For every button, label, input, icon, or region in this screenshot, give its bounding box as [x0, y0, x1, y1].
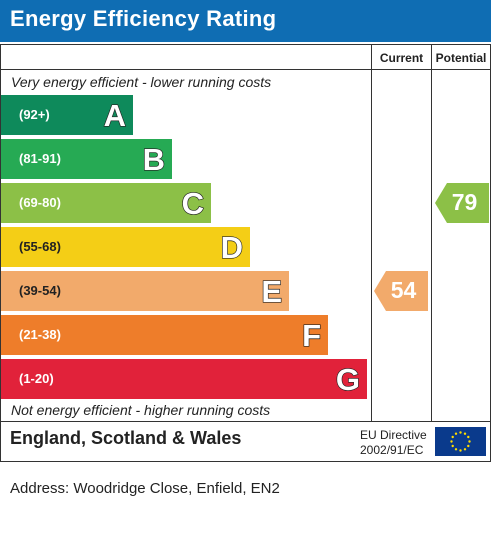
eu-star-icon: [451, 435, 454, 439]
band-c: (69-80) C: [1, 183, 211, 223]
eu-star-icon: [468, 440, 471, 443]
band-g: (1-20) G: [1, 359, 367, 399]
band-range-label: (81-91): [19, 151, 61, 166]
current-column-divider: [371, 45, 372, 421]
band-range-label: (1-20): [19, 371, 54, 386]
eu-star-icon: [467, 444, 470, 448]
band-letter: C: [181, 185, 205, 221]
property-address: Address: Woodridge Close, Enfield, EN2: [10, 480, 280, 497]
band-range-label: (21-38): [19, 327, 61, 342]
band-f: (21-38) F: [1, 315, 328, 355]
current-rating-arrow: 54: [374, 271, 428, 311]
potential-rating-arrow-shape: [435, 183, 489, 223]
band-letter: D: [220, 229, 244, 265]
bottom-note: Not energy efficient - higher running co…: [11, 402, 271, 418]
band-a: (92+) A: [1, 95, 133, 135]
top-note: Very energy efficient - lower running co…: [11, 74, 272, 90]
band-e: (39-54) E: [1, 271, 289, 311]
current-column-header: Current: [379, 51, 424, 65]
chart-title: Energy Efficiency Rating: [10, 6, 277, 31]
eu-directive-line1: EU Directive: [360, 428, 427, 442]
eu-star-icon: [454, 432, 458, 435]
eu-star-icon: [459, 449, 462, 452]
eu-star-icon: [450, 440, 453, 443]
eu-star-icon: [459, 431, 462, 434]
band-letter: B: [142, 141, 166, 177]
potential-column-header: Potential: [435, 51, 487, 65]
title-bar: Energy Efficiency Rating: [0, 0, 491, 42]
band-b: (81-91) B: [1, 139, 172, 179]
header-divider: [1, 69, 490, 70]
current-rating-arrow-value: 54: [390, 277, 417, 303]
eu-star-icon: [467, 435, 470, 439]
band-range-label: (69-80): [19, 195, 61, 210]
potential-rating-arrow: 79: [435, 183, 489, 223]
band-d: (55-68) D: [1, 227, 250, 267]
footer-region: England, Scotland & Wales: [10, 428, 242, 448]
eu-flag-icon: [435, 427, 486, 456]
band-letter: A: [103, 97, 127, 133]
eu-directive-text: EU Directive 2002/91/EC: [360, 428, 427, 458]
band-range-label: (55-68): [19, 239, 61, 254]
band-letter: G: [335, 361, 360, 397]
potential-rating-arrow-value: 79: [451, 189, 478, 215]
eu-star-icon: [451, 444, 454, 448]
eu-star-icon: [463, 432, 467, 435]
potential-column-divider: [431, 45, 432, 421]
band-letter: F: [301, 317, 321, 353]
eu-directive-line2: 2002/91/EC: [360, 443, 424, 457]
band-range-label: (39-54): [19, 283, 61, 298]
rating-chart-frame: Current Potential Very energy efficient …: [0, 44, 491, 462]
band-letter: E: [261, 273, 283, 309]
current-rating-arrow-shape: [374, 271, 428, 311]
eu-star-icon: [454, 448, 458, 451]
band-range-label: (92+): [19, 107, 50, 122]
eu-star-icon: [463, 448, 467, 451]
footer-divider: [1, 421, 490, 422]
